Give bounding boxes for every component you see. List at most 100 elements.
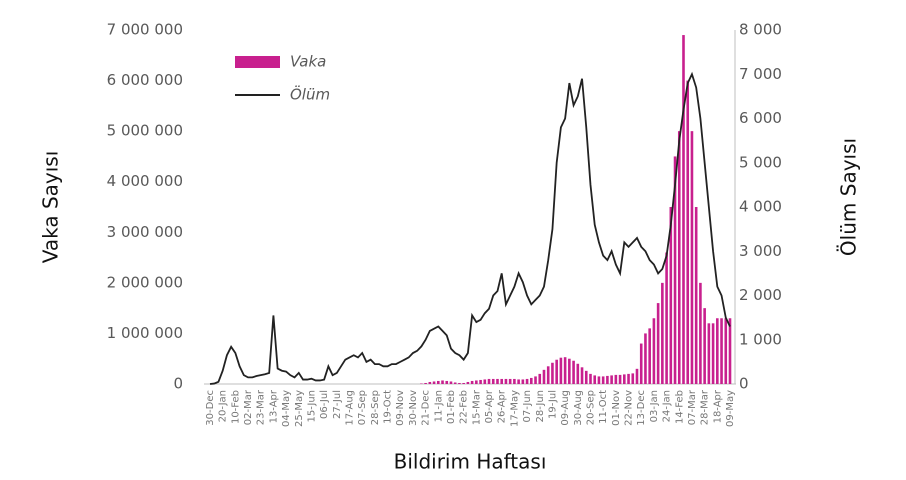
bar	[496, 378, 499, 384]
bar	[656, 303, 660, 384]
y-tick-label: 1 000 000	[107, 324, 183, 342]
x-axis-title: Bildirim Haftası	[394, 450, 547, 474]
x-tick-label: 07-Sep	[357, 390, 368, 425]
y-tick-label: 6 000 000	[107, 71, 183, 89]
legend-swatch	[235, 56, 280, 68]
bar	[661, 282, 664, 384]
bar	[644, 333, 647, 384]
bar	[576, 363, 580, 384]
bar	[635, 368, 639, 384]
x-tick-label: 24-Jan	[662, 390, 673, 422]
bar	[627, 373, 630, 384]
bar	[424, 382, 427, 384]
y-tick-label: 3 000 000	[107, 223, 183, 241]
bar	[538, 373, 542, 384]
x-tick-label: 09-May	[725, 390, 736, 427]
bar	[568, 358, 571, 384]
bar	[508, 378, 512, 384]
x-tick-label: 19-Oct	[383, 390, 394, 424]
x-tick-label: 15-Mar	[471, 389, 482, 425]
x-tick-label: 22-Nov	[624, 390, 635, 426]
bar	[432, 381, 436, 384]
bar	[686, 80, 690, 385]
bar	[487, 378, 491, 384]
y-tick-label: 2 000 000	[107, 273, 183, 291]
bar	[559, 357, 563, 384]
bar	[513, 378, 516, 384]
x-tick-label: 09-Nov	[395, 390, 406, 426]
bar	[711, 323, 715, 384]
bar	[504, 378, 508, 384]
bar	[530, 377, 533, 384]
bar	[703, 308, 706, 384]
bar	[716, 318, 719, 384]
bar	[699, 282, 702, 384]
x-tick-label: 04-May	[281, 390, 292, 427]
x-tick-label: 19-Jul	[547, 390, 558, 419]
legend-label: Vaka	[290, 53, 326, 71]
x-tick-label: 01-Feb	[446, 390, 457, 424]
bar	[441, 380, 444, 384]
x-tick-label: 01-Nov	[611, 390, 622, 426]
bar	[475, 380, 478, 384]
y-tick-label: 7 000 000	[107, 21, 183, 39]
bar	[445, 380, 449, 384]
bar	[694, 207, 698, 384]
x-tick-label: 30-Aug	[573, 390, 584, 426]
x-tick-label: 17-Aug	[345, 390, 356, 426]
x-tick-label: 13-Apr	[268, 389, 279, 423]
x-tick-label: 21-Dec	[421, 390, 432, 426]
y2-tick-label: 3 000	[739, 242, 782, 260]
bar	[728, 318, 732, 384]
bar	[720, 318, 723, 384]
bar	[707, 323, 711, 384]
bar	[500, 378, 504, 384]
x-tick-label: 28-Sep	[370, 390, 381, 425]
y2-axis-title: Ölüm Sayısı	[837, 138, 861, 256]
bar	[652, 318, 656, 384]
x-tick-label: 15-Jun	[306, 390, 317, 423]
x-tick-label: 09-Aug	[560, 390, 571, 426]
x-tick-label: 23-Mar	[256, 389, 267, 425]
y2-tick-label: 5 000	[739, 153, 782, 171]
bar	[551, 362, 554, 384]
bar	[610, 375, 613, 384]
bar	[483, 379, 487, 384]
y2-tick-label: 0	[739, 375, 749, 393]
x-tick-label: 26-Apr	[497, 389, 508, 423]
bar	[589, 373, 592, 384]
y-tick-label: 4 000 000	[107, 172, 183, 190]
bar	[690, 131, 694, 384]
x-tick-label: 30-Nov	[408, 390, 419, 426]
bar	[724, 318, 728, 384]
x-tick-label: 22-Feb	[459, 390, 470, 424]
bar	[525, 378, 529, 384]
bar	[572, 360, 575, 384]
bar	[597, 376, 601, 384]
bar	[436, 380, 440, 384]
bar	[428, 381, 432, 384]
y-tick-label: 5 000 000	[107, 122, 183, 140]
y2-tick-label: 2 000	[739, 286, 782, 304]
bar	[669, 207, 673, 384]
y2-tick-label: 8 000	[739, 21, 782, 39]
bar	[665, 252, 668, 384]
bar	[517, 379, 520, 384]
y2-tick-label: 1 000	[739, 330, 782, 348]
y2-tick-label: 4 000	[739, 198, 782, 216]
x-tick-label: 06-Jul	[319, 390, 330, 419]
y-axis-title: Vaka Sayısı	[39, 151, 63, 264]
x-tick-label: 13-Dec	[636, 390, 647, 426]
x-tick-label: 25-May	[294, 390, 305, 427]
bar	[563, 357, 567, 384]
bar	[555, 359, 558, 384]
bar	[580, 367, 584, 384]
x-tick-label: 27-Jul	[332, 390, 343, 419]
legend-label: Ölüm	[290, 85, 330, 104]
x-tick-label: 28-Mar	[700, 389, 711, 425]
bar	[546, 366, 550, 384]
x-tick-label: 11-Jan	[433, 390, 444, 422]
bar	[677, 131, 681, 384]
bar	[623, 374, 626, 384]
